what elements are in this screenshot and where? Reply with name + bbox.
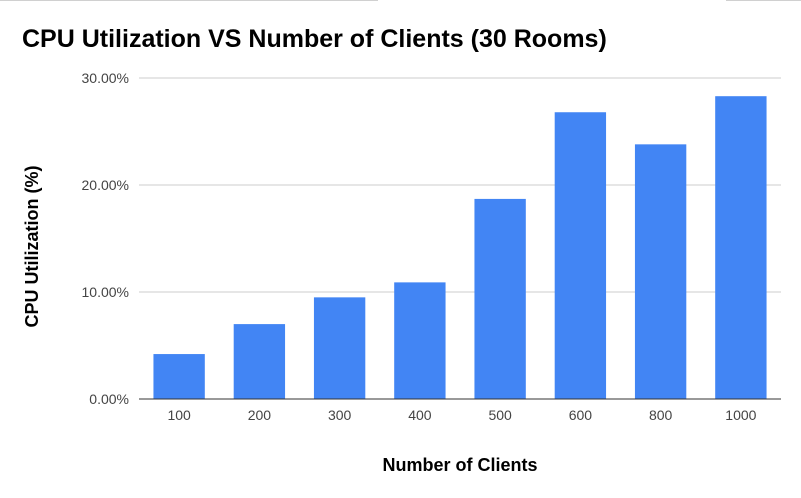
x-tick-label: 600	[569, 407, 593, 423]
top-divider-left	[0, 0, 378, 1]
bar-1000	[715, 96, 767, 399]
bar-200	[233, 324, 286, 399]
chart-title: CPU Utilization VS Number of Clients (30…	[22, 25, 607, 53]
bar-100	[153, 354, 205, 399]
bar-800	[634, 144, 687, 399]
x-tick-label: 500	[488, 407, 512, 423]
x-axis-title: Number of Clients	[382, 455, 537, 475]
x-tick-label: 200	[248, 407, 272, 423]
bar-500	[474, 198, 526, 399]
y-tick-label: 10.00%	[82, 284, 129, 300]
bar-600	[554, 112, 607, 400]
x-tick-label: 100	[167, 407, 191, 423]
y-tick-label: 30.00%	[82, 70, 129, 86]
x-tick-label: 800	[649, 407, 673, 423]
x-tick-label: 1000	[725, 407, 756, 423]
bars	[153, 96, 767, 400]
y-tick-label: 0.00%	[89, 391, 129, 407]
y-tick-label: 20.00%	[82, 177, 129, 193]
bar-400	[394, 282, 446, 399]
y-axis-title: CPU Utilization (%)	[22, 166, 42, 328]
x-tick-label: 400	[408, 407, 432, 423]
x-tick-labels: 100 200 300 400 500 600 800 1000	[167, 407, 756, 423]
bar-300	[313, 297, 366, 399]
y-tick-labels: 0.00% 10.00% 20.00% 30.00%	[82, 70, 129, 407]
x-tick-label: 300	[328, 407, 352, 423]
top-divider-right	[726, 0, 801, 1]
